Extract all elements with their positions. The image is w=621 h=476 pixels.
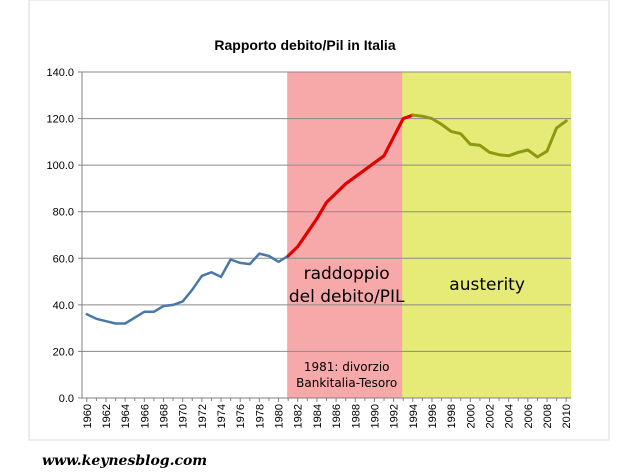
x-tick-label: 2006 [523, 404, 535, 428]
x-tick-label: 1978 [254, 404, 266, 428]
x-tick-label: 1992 [389, 404, 401, 428]
x-tick-label: 2002 [485, 404, 497, 428]
x-tick-label: 1966 [139, 404, 151, 428]
x-tick-label: 1998 [446, 404, 458, 428]
series-line-1 [286, 113, 415, 258]
x-tick-label: 2004 [504, 404, 516, 428]
y-tick-label: 120.0 [46, 114, 74, 126]
y-tick-label: 40.0 [53, 300, 74, 312]
y-tick-label: 20.0 [53, 346, 74, 358]
x-tick-label: 1984 [312, 404, 324, 428]
x-tick-label: 1980 [274, 404, 286, 428]
x-tick-label: 1970 [178, 404, 190, 428]
chart-title: Rapporto debito/Pil in Italia [214, 37, 395, 53]
x-tick-label: 1982 [293, 404, 305, 428]
x-tick-label: 2010 [561, 404, 573, 428]
x-tick-label: 1990 [369, 404, 381, 428]
y-tick-label: 0.0 [59, 393, 74, 405]
band-label-divorce: raddoppio del debito/PIL [289, 264, 405, 307]
watermark-text: www.keynesblog.com [42, 453, 207, 469]
x-tick-label: 1974 [216, 404, 228, 428]
x-tick-label: 1994 [408, 404, 420, 428]
x-tick-label: 1960 [82, 404, 94, 428]
y-tick-label: 140.0 [46, 67, 74, 79]
x-tick-label: 2000 [465, 404, 477, 428]
band-1 [402, 72, 571, 398]
x-tick-label: 1986 [331, 404, 343, 428]
x-tick-label: 1996 [427, 404, 439, 428]
series-line-2 [411, 113, 568, 159]
x-tick-label: 1964 [120, 404, 132, 428]
x-tick-label: 1968 [159, 404, 171, 428]
series-line-0 [85, 252, 290, 325]
x-tick-label: 2008 [542, 404, 554, 428]
x-tick-label: 1976 [235, 404, 247, 428]
band-label-austerity: austerity [449, 275, 525, 295]
y-tick-label: 80.0 [53, 207, 74, 219]
x-tick-label: 1972 [197, 404, 209, 428]
x-tick-label: 1988 [350, 404, 362, 428]
y-tick-label: 60.0 [53, 253, 74, 265]
x-tick-label: 1962 [101, 404, 113, 428]
y-tick-label: 100.0 [46, 160, 74, 172]
band-note-divorce: 1981: divorzio Bankitalia-Tesoro [296, 360, 397, 390]
